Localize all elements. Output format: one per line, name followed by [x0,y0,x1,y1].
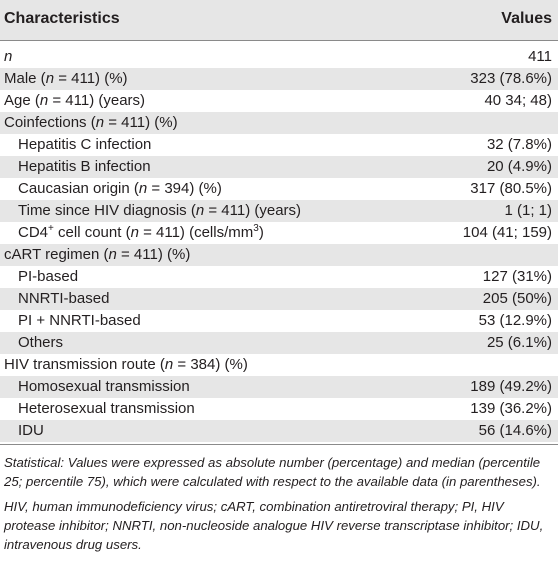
table-row: Heterosexual transmission 139 (36.2%) [0,398,558,420]
characteristic-label: HIV transmission route (n = 384) (%) [4,354,248,376]
characteristic-label-part: Heterosexual transmission [18,400,195,417]
characteristic-label-part: = 411) (%) [54,70,128,87]
characteristic-label: Male (n = 411) (%) [4,68,128,90]
characteristic-label-part: n [130,224,139,241]
statistical-note: Statistical: Values were expressed as ab… [4,455,541,489]
characteristic-label: n [4,46,12,68]
characteristic-label: PI + NNRTI-based [18,310,141,332]
characteristic-value: 56 (14.6%) [478,422,552,439]
table-row: Time since HIV diagnosis (n = 411) (year… [0,200,558,222]
header-values: Values [501,10,552,27]
characteristic-label-part: NNRTI-based [18,290,110,307]
characteristic-label-part: = 411) (%) [116,246,191,263]
characteristic-label-part: Male ( [4,70,46,87]
characteristic-label-part: Caucasian origin ( [18,180,139,197]
characteristic-label-part: n [138,180,148,197]
characteristic-label: Hepatitis C infection [18,134,151,156]
characteristic-label-part: = 411) (cells/mm [138,224,254,241]
characteristic-label-part: PI + NNRTI-based [18,312,141,329]
characteristic-value: 1 (1; 1) [504,202,552,219]
characteristic-value: 20 (4.9%) [486,158,552,175]
characteristic-label: CD4+ cell count (n = 411) (cells/mm3) [18,222,264,244]
table-row: cART regimen (n = 411) (%) [0,244,558,266]
characteristic-label-part: CD4 [18,224,49,241]
table-row: Hepatitis B infection 20 (4.9%) [0,156,558,178]
characteristic-value: 189 (49.2%) [470,378,552,395]
characteristic-label-part: + [48,223,54,234]
characteristic-label-part: 3 [253,223,259,234]
characteristic-label-part: n [164,356,174,373]
table-header: Characteristics Values [0,0,558,41]
characteristic-label: IDU [18,420,44,442]
table-row: NNRTI-based 205 (50%) [0,288,558,310]
characteristic-label-part: Others [18,334,64,351]
characteristic-label: Caucasian origin (n = 394) (%) [18,178,222,200]
table-row: n 411 [0,46,558,68]
table-row: Age (n = 411) (years) 40 34; 48) [0,90,558,112]
characteristic-label-part: n [45,70,55,87]
characteristic-label-part: ) [258,224,264,241]
characteristic-label-part: n [195,202,205,219]
characteristic-label: Hepatitis B infection [18,156,151,178]
table-body: n 411 Male (n = 411) (%) 323 (78.6%) Age (n … [0,41,558,442]
characteristic-value: 323 (78.6%) [470,70,552,87]
characteristic-label-part: = 411) (%) [104,114,178,131]
characteristic-label: Age (n = 411) (years) [4,90,145,112]
table-row: PI + NNRTI-based 53 (12.9%) [0,310,558,332]
characteristic-value: 205 (50%) [482,290,552,307]
characteristic-label: NNRTI-based [18,288,109,310]
table-row: Male (n = 411) (%) 323 (78.6%) [0,68,558,90]
table-row: PI-based 127 (31%) [0,266,558,288]
characteristic-value: 139 (36.2%) [470,400,552,417]
characteristic-label: Heterosexual transmission [18,398,195,420]
table-row: Homosexual transmission 189 (49.2%) [0,376,558,398]
table-row: Hepatitis C infection 32 (7.8%) [0,134,558,156]
characteristic-label-part: Hepatitis C infection [18,136,152,153]
characteristic-label-part: n [108,246,117,263]
characteristic-label: PI-based [18,266,78,288]
table-row: Others 25 (6.1%) [0,332,558,354]
characteristic-value: 25 (6.1%) [486,334,552,351]
abbreviations-note: HIV, human immunodeficiency virus; cART,… [4,499,544,552]
characteristic-label-part: = 394) (%) [147,180,222,197]
characteristic-value: 53 (12.9%) [478,312,552,329]
characteristic-value: 411 [528,48,552,65]
table-row: Coinfections (n = 411) (%) [0,112,558,134]
table-row: Caucasian origin (n = 394) (%) 317 (80.5%… [0,178,558,200]
characteristic-label: Time since HIV diagnosis (n = 411) (year… [18,200,301,222]
characteristic-label-part: cART regimen ( [4,246,109,263]
characteristic-value: 104 (41; 159) [462,224,552,241]
characteristic-label-part: n [95,114,105,131]
characteristic-label: Others [18,332,63,354]
table-bottom-rule [0,444,558,445]
table-row: IDU 56 (14.6%) [0,420,558,442]
characteristic-label: Coinfections (n = 411) (%) [4,112,178,134]
characteristic-label-part: = 411) (years) [204,202,302,219]
characteristic-label: Homosexual transmission [18,376,190,398]
header-characteristics: Characteristics [4,10,120,27]
table-notes: Statistical: Values were expressed as ab… [0,445,558,554]
characteristic-label-part: n [4,48,13,65]
characteristic-label-part: Age ( [4,92,40,109]
characteristic-label-part: Homosexual transmission [18,378,190,395]
characteristic-value: 317 (80.5%) [470,180,552,197]
characteristic-label-part: n [39,92,49,109]
characteristic-value: 40 34; 48) [484,92,552,109]
characteristic-label-part: Hepatitis B infection [18,158,151,175]
characteristic-value: 32 (7.8%) [486,136,552,153]
characteristic-value: 127 (31%) [482,268,552,285]
characteristic-label: cART regimen (n = 411) (%) [4,244,190,266]
characteristic-label-part: = 384) (%) [173,356,248,373]
table-row: HIV transmission route (n = 384) (%) [0,354,558,376]
characteristic-label-part: PI-based [18,268,79,285]
characteristic-label-part: HIV transmission route ( [4,356,165,373]
characteristic-label-part: cell count ( [53,224,131,241]
characteristic-label-part: Time since HIV diagnosis ( [18,202,196,219]
table-row: CD4+ cell count (n = 411) (cells/mm3) 104… [0,222,558,244]
characteristics-table: Characteristics Values n 411 Male (n = 411… [0,0,558,554]
characteristic-label-part: Coinfections ( [4,114,96,131]
characteristic-label-part: = 411) (years) [48,92,146,109]
characteristic-label-part: IDU [18,422,44,439]
